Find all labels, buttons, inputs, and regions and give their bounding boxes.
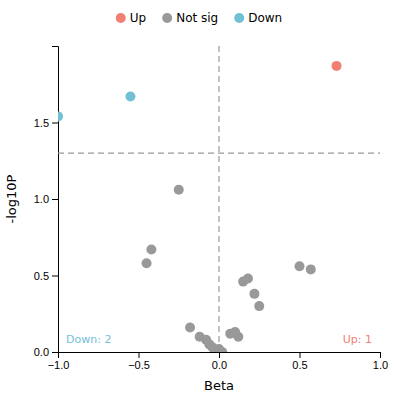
tick: 0.5 [34, 270, 58, 282]
point [142, 258, 152, 268]
tick: −1.0 [48, 352, 70, 371]
point [332, 61, 342, 71]
legend-label: Up [130, 11, 146, 25]
tick-mark [139, 352, 140, 358]
tick-label: 0.0 [212, 359, 227, 371]
point [233, 332, 243, 342]
tick: −0.5 [128, 352, 150, 371]
chart: −1.0 −0.5 0.0 0.5 1.0 0.0 0.5 1.0 1.5 Beta -log10P… [0, 0, 398, 400]
legend-item: Down [234, 11, 282, 25]
legend: Up Not sig Down [116, 11, 282, 25]
axis-line [52, 47, 59, 353]
legend-item: Not sig [162, 11, 218, 25]
y-axis-title: -log10P [4, 174, 19, 223]
tick-mark [52, 276, 58, 277]
x-axis-title: Beta [204, 378, 234, 393]
tick-label: 0.5 [34, 270, 49, 282]
point [295, 261, 305, 271]
tick-label: 1.0 [373, 359, 388, 371]
tick: 1.5 [34, 117, 58, 129]
tick-mark [52, 199, 58, 200]
tick: 1.0 [34, 193, 58, 205]
tick-mark [380, 352, 381, 358]
series [142, 185, 316, 352]
tick: 0.0 [34, 346, 58, 358]
tick-label: −1.0 [48, 359, 70, 371]
annotation: Up: 1 [343, 333, 372, 346]
point [249, 289, 259, 299]
point [58, 111, 63, 121]
series [58, 91, 135, 121]
annotation: Down: 2 [66, 333, 111, 346]
tick: 1.0 [373, 352, 388, 371]
reference-line [218, 46, 219, 352]
tick-mark [52, 352, 58, 353]
x-axis: −1.0 −0.5 0.0 0.5 1.0 [48, 352, 389, 371]
tick-label: 0.5 [292, 359, 307, 371]
legend-swatch [234, 13, 244, 23]
point [185, 323, 195, 333]
tick-mark [219, 352, 220, 358]
reference-line [58, 153, 380, 154]
point [306, 264, 316, 274]
point [174, 185, 184, 195]
tick-mark [300, 352, 301, 358]
tick-mark [52, 123, 58, 124]
plot-area [58, 46, 380, 352]
tick-label: 1.5 [34, 117, 49, 129]
axis-line [59, 353, 381, 359]
point [125, 91, 135, 101]
tick-label: −0.5 [128, 359, 150, 371]
tick: 0.5 [292, 352, 307, 371]
tick-label: 0.0 [34, 346, 49, 358]
point [254, 301, 264, 311]
legend-swatch [162, 13, 172, 23]
tick-label: 1.0 [34, 193, 49, 205]
point [243, 274, 253, 284]
legend-swatch [116, 13, 126, 23]
point [217, 347, 227, 352]
series [332, 61, 342, 71]
point [146, 244, 156, 254]
legend-label: Not sig [176, 11, 218, 25]
legend-item: Up [116, 11, 146, 25]
y-axis: 0.0 0.5 1.0 1.5 [34, 47, 59, 359]
legend-label: Down [248, 11, 282, 25]
tick: 0.0 [212, 352, 227, 371]
